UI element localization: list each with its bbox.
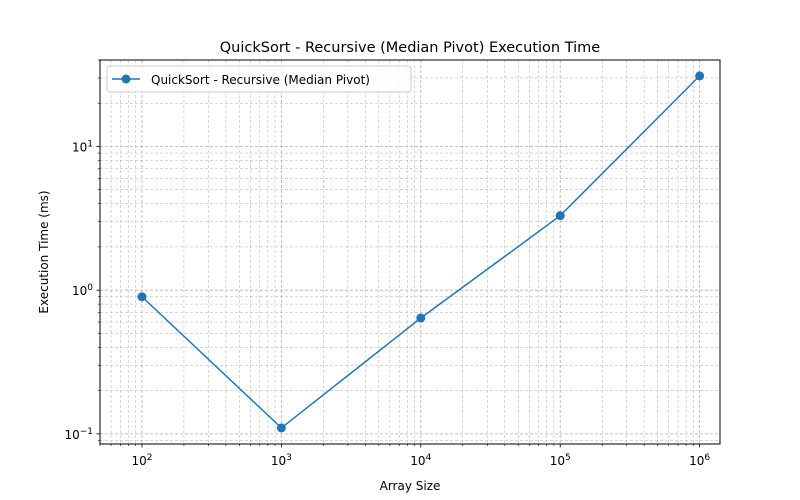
axis-ticks: 102 103 104 105 106 10−1 100 101 [64,59,710,468]
grid [99,59,720,444]
chart-title: QuickSort - Recursive (Median Pivot) Exe… [220,40,601,56]
plot-frame [99,59,721,445]
legend-label: QuickSort - Recursive (Median Pivot) [151,73,370,87]
x-axis-label: Array Size [380,479,441,493]
x-tick-label: 104 [410,453,431,468]
data-point [276,423,286,433]
x-tick-label: 106 [689,453,710,468]
data-point [137,292,147,302]
x-tick-label: 105 [550,453,571,468]
y-tick-label: 10−1 [64,427,93,442]
data-point [555,211,565,221]
y-tick-label: 100 [72,283,93,298]
x-tick-label: 103 [271,453,292,468]
data-point [416,313,426,323]
y-tick-label: 101 [72,140,93,155]
series-layer [137,71,705,433]
legend-box [106,65,412,93]
legend-marker-sample [121,74,131,84]
x-tick-label: 102 [131,453,152,468]
data-point [695,71,705,81]
legend: QuickSort - Recursive (Median Pivot) [106,65,412,93]
y-axis-label: Execution Time (ms) [37,190,51,313]
